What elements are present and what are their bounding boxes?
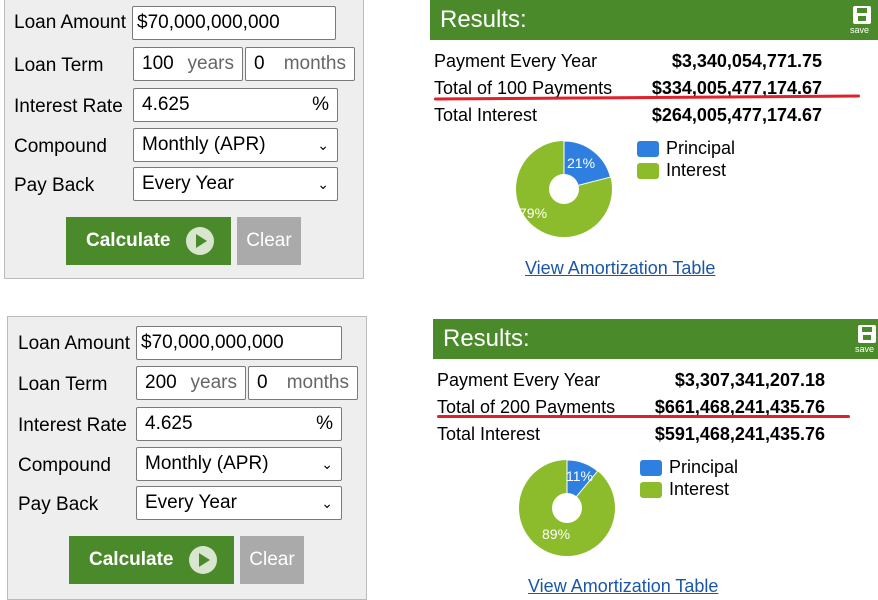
pay-back-value: Every Year bbox=[145, 492, 237, 513]
calculator-2: Loan Amount $70,000,000,000 Loan Term 20… bbox=[0, 300, 878, 600]
interest-pct-label: 89% bbox=[542, 526, 570, 542]
total-interest-label: Total Interest bbox=[434, 105, 538, 125]
pay-back-value: Every Year bbox=[142, 173, 234, 194]
legend-interest-swatch bbox=[637, 163, 659, 179]
loan-amount-input[interactable]: $70,000,000,000 bbox=[136, 326, 342, 360]
save-label: save bbox=[850, 25, 870, 35]
save-icon bbox=[858, 325, 876, 343]
clear-button[interactable]: Clear bbox=[237, 217, 301, 265]
percent-sign: % bbox=[316, 413, 333, 434]
pie-slice-principal bbox=[563, 140, 612, 190]
legend-principal-swatch bbox=[640, 460, 662, 476]
save-button[interactable]: save bbox=[850, 6, 874, 36]
principal-pct-label: 11% bbox=[566, 468, 593, 484]
amortization-table-link[interactable]: View Amortization Table bbox=[528, 576, 719, 596]
calculate-label: Calculate bbox=[86, 230, 171, 251]
loan-amount-label: Loan Amount bbox=[18, 333, 130, 354]
legend-interest-swatch bbox=[640, 482, 662, 498]
legend-principal-label: Principal bbox=[669, 457, 739, 477]
legend-principal-swatch bbox=[637, 141, 659, 157]
total-interest-value: $264,005,477,174.67 bbox=[651, 105, 822, 125]
save-button[interactable]: save bbox=[855, 325, 878, 355]
play-icon bbox=[186, 227, 214, 255]
calculate-button[interactable]: Calculate bbox=[66, 217, 231, 265]
results-header: Results: save bbox=[430, 0, 878, 40]
compound-select[interactable]: Monthly (APR) ⌄ bbox=[136, 447, 342, 481]
interest-rate-label: Interest Rate bbox=[14, 96, 123, 117]
years-unit: years bbox=[190, 372, 237, 393]
payment-label: Payment Every Year bbox=[434, 51, 598, 71]
save-label: save bbox=[855, 344, 875, 354]
legend-interest-label: Interest bbox=[666, 160, 727, 180]
compound-value: Monthly (APR) bbox=[142, 134, 266, 155]
payment-value: $3,307,341,207.18 bbox=[674, 370, 825, 390]
term-months-value: 0 bbox=[254, 53, 265, 74]
months-unit: months bbox=[283, 53, 346, 74]
loan-amount-label: Loan Amount bbox=[14, 12, 126, 33]
compound-label: Compound bbox=[18, 455, 111, 476]
payment-value: $3,340,054,771.75 bbox=[671, 51, 822, 71]
term-months-input[interactable]: 0 months bbox=[248, 366, 358, 400]
results-header: Results: save bbox=[433, 319, 878, 359]
term-years-input[interactable]: 100 years bbox=[133, 47, 243, 81]
calculate-label: Calculate bbox=[89, 549, 174, 570]
loan-term-label: Loan Term bbox=[18, 374, 108, 395]
total-payments-value: $661,468,241,435.76 bbox=[654, 397, 825, 417]
total-interest-value: $591,468,241,435.76 bbox=[654, 424, 825, 444]
payment-label: Payment Every Year bbox=[437, 370, 601, 390]
pie-center-hole bbox=[552, 493, 582, 523]
term-months-value: 0 bbox=[257, 372, 268, 393]
months-unit: months bbox=[286, 372, 349, 393]
loan-term-label: Loan Term bbox=[14, 55, 104, 76]
clear-button[interactable]: Clear bbox=[240, 536, 304, 584]
total-interest-label: Total Interest bbox=[437, 424, 541, 444]
term-years-input[interactable]: 200 years bbox=[136, 366, 246, 400]
interest-rate-label: Interest Rate bbox=[18, 415, 127, 436]
interest-pct-label: 79% bbox=[519, 205, 547, 221]
interest-rate-value: 4.625 bbox=[142, 94, 190, 115]
calculator-1: Loan Amount $70,000,000,000 Loan Term 10… bbox=[4, 0, 878, 279]
chevron-down-icon: ⌄ bbox=[317, 176, 329, 192]
loan-amount-input[interactable]: $70,000,000,000 bbox=[132, 6, 336, 40]
pay-back-label: Pay Back bbox=[14, 175, 95, 196]
legend-principal-label: Principal bbox=[666, 138, 736, 158]
pie-center-hole bbox=[549, 174, 579, 204]
loan-amount-value: $70,000,000,000 bbox=[141, 332, 284, 353]
interest-rate-input[interactable]: 4.625% bbox=[136, 407, 342, 441]
calculate-button[interactable]: Calculate bbox=[69, 536, 234, 584]
term-years-value: 200 bbox=[145, 372, 177, 393]
results-title: Results: bbox=[440, 6, 527, 33]
pie-chart: 11% 89% bbox=[519, 459, 615, 556]
pay-back-label: Pay Back bbox=[18, 494, 99, 515]
compound-select[interactable]: Monthly (APR) ⌄ bbox=[133, 128, 338, 162]
pay-back-select[interactable]: Every Year ⌄ bbox=[136, 486, 342, 520]
years-unit: years bbox=[187, 53, 234, 74]
principal-pct-label: 21% bbox=[567, 155, 595, 171]
term-years-value: 100 bbox=[142, 53, 174, 74]
save-icon bbox=[853, 6, 871, 24]
total-payments-value: $334,005,477,174.67 bbox=[651, 78, 822, 98]
amortization-table-link[interactable]: View Amortization Table bbox=[525, 258, 716, 278]
red-underline-annotation bbox=[437, 415, 850, 418]
chevron-down-icon: ⌄ bbox=[321, 495, 333, 511]
total-payments-label: Total of 100 Payments bbox=[434, 78, 613, 98]
chevron-down-icon: ⌄ bbox=[321, 456, 333, 472]
interest-rate-value: 4.625 bbox=[145, 413, 193, 434]
legend-interest-label: Interest bbox=[669, 479, 730, 499]
results-title: Results: bbox=[443, 325, 530, 352]
pay-back-select[interactable]: Every Year ⌄ bbox=[133, 167, 338, 201]
play-icon bbox=[189, 546, 217, 574]
compound-value: Monthly (APR) bbox=[145, 453, 269, 474]
term-months-input[interactable]: 0 months bbox=[245, 47, 355, 81]
percent-sign: % bbox=[312, 94, 329, 115]
total-payments-label: Total of 200 Payments bbox=[437, 397, 616, 417]
interest-rate-input[interactable]: 4.625% bbox=[133, 88, 338, 122]
compound-label: Compound bbox=[14, 136, 107, 157]
pie-chart: 21% 79% bbox=[516, 140, 612, 237]
loan-amount-value: $70,000,000,000 bbox=[137, 12, 280, 33]
chevron-down-icon: ⌄ bbox=[317, 137, 329, 153]
